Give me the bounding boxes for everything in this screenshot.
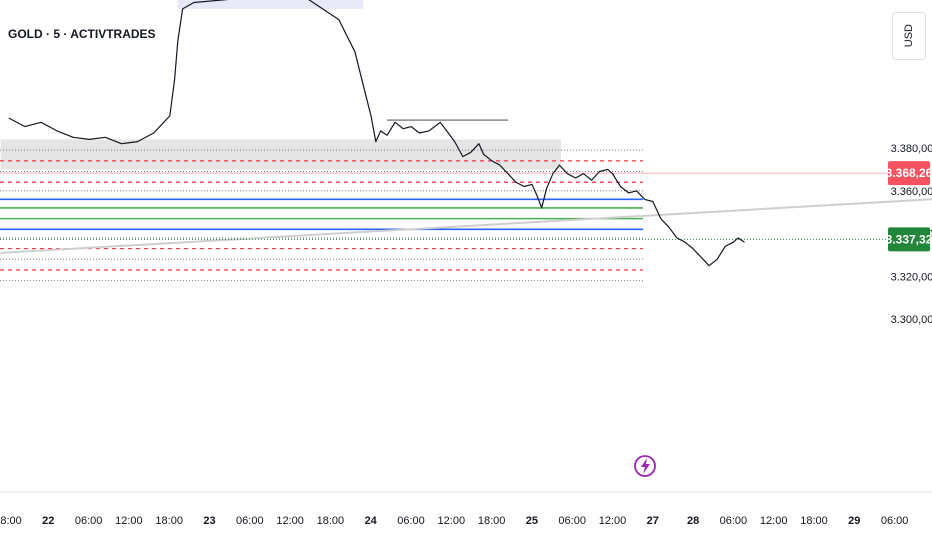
- x-tick-label: 24: [365, 515, 378, 527]
- alert-price-badge: [888, 161, 930, 186]
- x-tick-label: 12:00: [276, 515, 304, 527]
- price-series-line: [8, 0, 745, 267]
- y-tick-label: 3.380,00: [891, 143, 932, 155]
- x-tick-label: 18:00: [155, 515, 183, 527]
- x-tick-label: 18:00: [800, 515, 828, 527]
- x-tick-label: 28: [687, 515, 699, 527]
- currency-button[interactable]: USD: [892, 12, 926, 60]
- y-tick-label: 3.320,00: [891, 271, 932, 283]
- x-tick-label: 12:00: [760, 515, 788, 527]
- x-tick-label: 29: [848, 515, 860, 527]
- x-tick-label: 06:00: [881, 515, 909, 527]
- y-tick-label: 3.300,00: [891, 314, 932, 326]
- lavender-zone-0: [177, 0, 363, 9]
- y-tick-label: 3.360,00: [891, 186, 932, 198]
- symbol-title: GOLD · 5 · ACTIVTRADES: [6, 26, 158, 42]
- last-price-badge-label: 3.337,32: [886, 232, 932, 246]
- grey-zone-1: [0, 139, 561, 170]
- x-tick-label: 12:00: [599, 515, 627, 527]
- x-tick-label: 18:00: [317, 515, 345, 527]
- x-tick-label: 06:00: [558, 515, 586, 527]
- currency-label: USD: [903, 24, 915, 48]
- x-tick-label: 25: [526, 515, 538, 527]
- alert-price-badge-label: 3.368,26: [886, 166, 932, 180]
- x-tick-label: 06:00: [75, 515, 103, 527]
- last-price-badge: [888, 227, 930, 252]
- x-tick-label: 12:00: [115, 515, 143, 527]
- x-tick-label: 18:00: [0, 515, 22, 527]
- x-tick-label: 27: [647, 515, 659, 527]
- x-tick-label: 23: [203, 515, 215, 527]
- x-tick-label: 06:00: [397, 515, 425, 527]
- x-tick-label: 06:00: [720, 515, 748, 527]
- x-tick-label: 18:00: [478, 515, 506, 527]
- x-tick-label: 06:00: [236, 515, 264, 527]
- lightning-bolt-icon: [641, 458, 650, 474]
- x-tick-label: 22: [42, 515, 54, 527]
- x-tick-label: 12:00: [438, 515, 466, 527]
- trend-line: [0, 198, 932, 254]
